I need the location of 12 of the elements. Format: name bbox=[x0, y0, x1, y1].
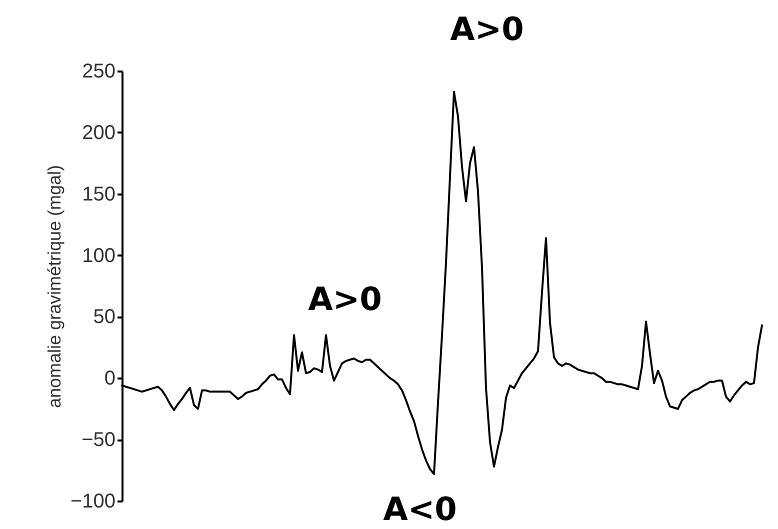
y-tick-label: 0 bbox=[104, 368, 116, 390]
y-tick-label: −50 bbox=[82, 429, 116, 452]
annotation: A<0 bbox=[383, 490, 457, 528]
annotation: A>0 bbox=[308, 280, 382, 318]
y-tick-label: 200 bbox=[82, 122, 116, 144]
y-tick-label: 250 bbox=[82, 60, 116, 82]
y-tick-label: 100 bbox=[82, 244, 116, 267]
y-tick-label: 50 bbox=[93, 306, 116, 328]
y-tick-label: 150 bbox=[82, 183, 116, 206]
y-axis-title: anomalie gravimétrique (mgal) bbox=[44, 164, 64, 408]
text: A>0 bbox=[450, 10, 524, 48]
y-tick-label: −100 bbox=[70, 490, 116, 512]
